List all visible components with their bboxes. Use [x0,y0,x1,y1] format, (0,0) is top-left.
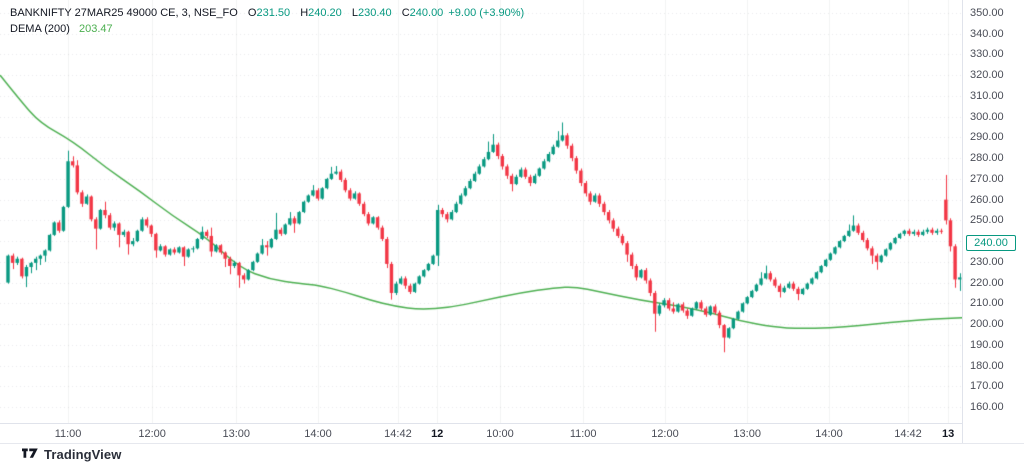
price-axis[interactable]: 240.00 350.00 340.00 330.00 320.00 310.00 300… [962,0,1024,443]
low-label: L [351,7,358,19]
price-tick-label: 340.00 [970,27,1004,40]
price-tick-label: 190.00 [970,338,1004,351]
high-value: 240.20 [308,7,342,19]
time-tick-label: 12:00 [138,428,166,440]
time-axis[interactable]: 11:00 12:00 13:00 14:00 14:42 12 10:00 11:00 12:… [0,423,962,444]
price-tick-label: 250.00 [970,214,1004,227]
close-label: C [401,7,410,19]
open-label: O [247,7,257,19]
close-value: 240.00 [409,7,444,19]
price-tick-label: 290.00 [970,131,1004,144]
time-tick-label: 13:00 [733,428,761,440]
tradingview-logo-icon[interactable] [22,448,38,461]
low-value: 230.40 [357,7,392,19]
time-tick-label: 12:00 [651,428,679,440]
indicator-value: 203.47 [78,23,113,35]
chart-legend: BANKNIFTY 27MAR25 49000 CE, 3, NSE_FO O2… [10,5,524,37]
price-tick-label: 230.00 [970,255,1004,268]
price-tick-label: 260.00 [970,193,1004,206]
price-tick-label: 200.00 [970,318,1004,331]
change-value: +9.00 (+3.90%) [448,7,525,19]
time-tick-label: 10:00 [486,428,514,440]
time-tick-label: 14:00 [815,428,843,440]
open-value: 231.50 [256,7,291,19]
price-tick-label: 180.00 [970,359,1004,372]
price-tick-label: 280.00 [970,152,1004,165]
tradingview-wordmark[interactable]: TradingView [44,447,122,462]
time-tick-label: 11:00 [569,428,597,440]
price-tick-label: 330.00 [970,48,1004,61]
price-tick-label: 350.00 [970,6,1004,19]
chart-plot-area[interactable]: BANKNIFTY 27MAR25 49000 CE, 3, NSE_FO O2… [0,0,962,423]
symbol-title: BANKNIFTY 27MAR25 49000 CE, 3, NSE_FO [10,7,238,19]
price-chart-canvas[interactable] [0,0,962,423]
indicator-legend-row[interactable]: DEMA (200) 203.47 [10,21,524,37]
price-tick-label: 310.00 [970,89,1004,102]
time-tick-day-label: 13 [942,428,955,440]
time-tick-label: 14:00 [304,428,332,440]
time-tick-label: 14:42 [894,428,922,440]
price-tick-label: 300.00 [970,110,1004,123]
time-tick-day-label: 12 [431,428,444,440]
price-tick-label: 160.00 [970,401,1004,414]
high-label: H [300,7,309,19]
price-tick-label: 210.00 [970,297,1004,310]
price-tick-label: 320.00 [970,69,1004,82]
price-tick-label: 170.00 [970,380,1004,393]
current-price-label: 240.00 [966,235,1016,252]
symbol-legend-row[interactable]: BANKNIFTY 27MAR25 49000 CE, 3, NSE_FO O2… [10,5,524,21]
price-tick-label: 220.00 [970,276,1004,289]
time-tick-label: 14:42 [384,428,412,440]
time-tick-label: 13:00 [222,428,250,440]
indicator-name: DEMA (200) [10,23,70,35]
price-tick-label: 270.00 [970,172,1004,185]
chart-footer: TradingView [0,443,1024,465]
time-tick-label: 11:00 [54,428,82,440]
